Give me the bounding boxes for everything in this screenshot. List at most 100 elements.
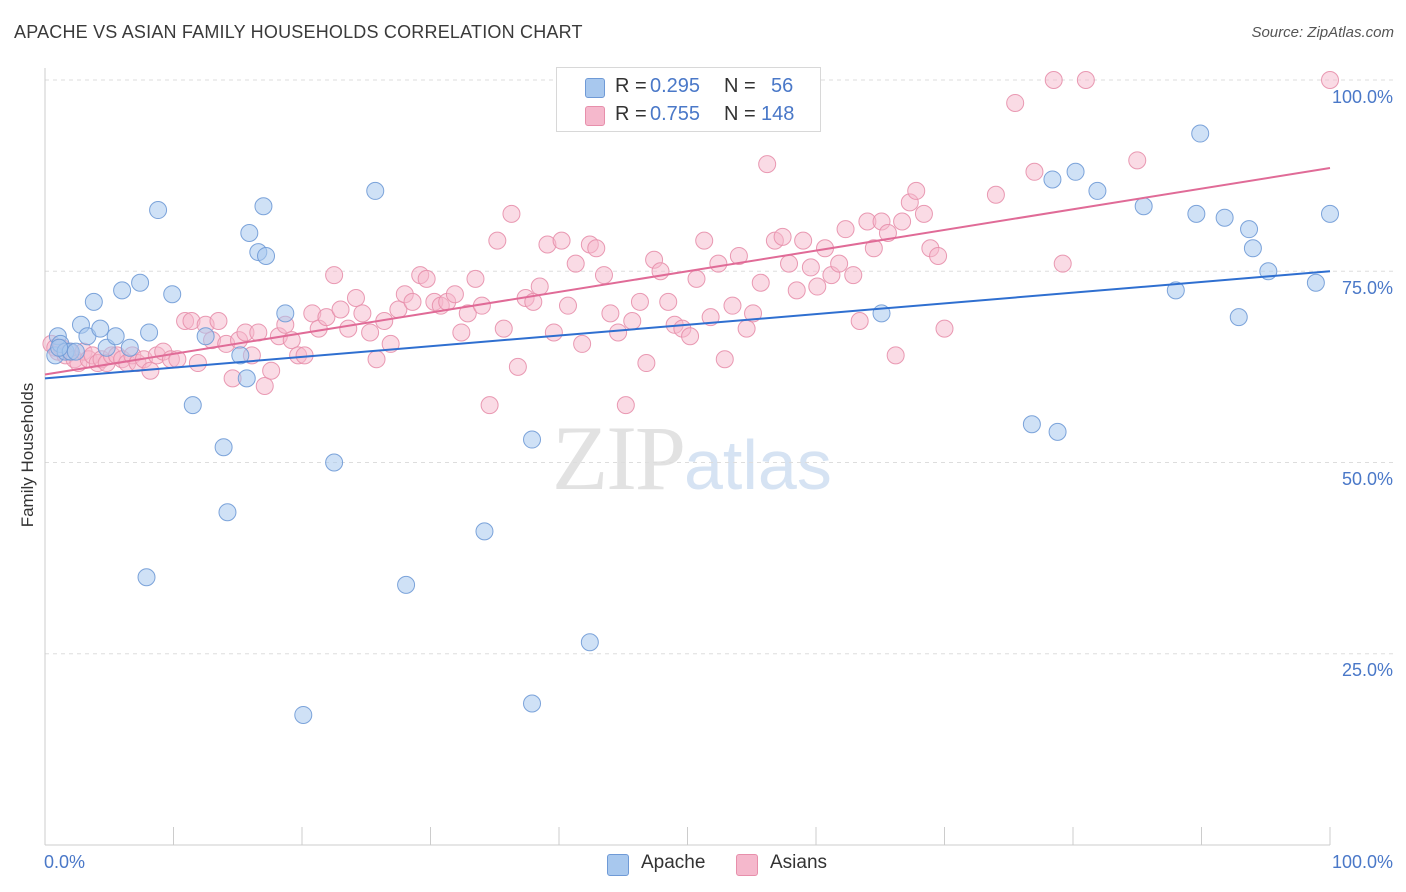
apache-point (1166, 281, 1185, 300)
apache-point (237, 369, 256, 388)
asians-point (573, 334, 592, 353)
asians-point (325, 266, 344, 285)
watermark-atlas: atlas (684, 426, 832, 504)
trend-lines (44, 166, 1331, 380)
apache-point (276, 304, 295, 323)
legend-n-value: 56 (771, 75, 794, 97)
asians-point (552, 231, 571, 250)
asians-point (403, 292, 422, 311)
asians-point (594, 266, 613, 285)
apache-trend-line (44, 270, 1331, 380)
apache-point (1306, 273, 1325, 292)
asians-point (836, 220, 855, 239)
asians-point (893, 212, 912, 231)
apache-point (1048, 422, 1067, 441)
asians-point (1006, 93, 1025, 112)
asians-point (262, 361, 281, 380)
asians-point (794, 231, 813, 250)
y-tick-label: 100.0% (1331, 87, 1393, 107)
asians-point (361, 323, 380, 342)
asians-point (695, 231, 714, 250)
apache-point (1229, 308, 1248, 327)
asians-point (751, 273, 770, 292)
apache-point (106, 327, 125, 346)
apache-point (131, 273, 150, 292)
asians-point (737, 319, 756, 338)
asians-point (687, 269, 706, 288)
asians-point (502, 204, 521, 223)
asians-point (508, 357, 527, 376)
asians-point (787, 281, 806, 300)
apache-point (137, 568, 156, 587)
apache-point (214, 438, 233, 457)
asians-point (1128, 151, 1147, 170)
legend-n-value: 148 (761, 103, 795, 125)
asians-point (681, 327, 700, 346)
asians-point (480, 396, 499, 415)
y-axis-label: Family Households (18, 382, 37, 528)
asians-point (255, 377, 274, 395)
asians-point (914, 204, 933, 223)
apache-point (1243, 239, 1262, 258)
chart-title: APACHE VS ASIAN FAMILY HOUSEHOLDS CORREL… (14, 22, 583, 42)
legend-n-label: N = (724, 75, 756, 97)
asians-point (929, 246, 948, 265)
asians-point (844, 266, 863, 285)
apache-swatch (585, 78, 605, 98)
apache-point (1043, 170, 1062, 189)
legend-r-value: 0.755 (650, 103, 701, 125)
asians-point (729, 246, 748, 265)
apache-point (1088, 181, 1107, 200)
apache-point (240, 224, 259, 242)
apache-point (163, 285, 182, 304)
watermark: ZIPatlas (552, 405, 832, 511)
asians-swatch (585, 106, 605, 126)
apache-point (149, 201, 168, 220)
apache-point (1321, 204, 1339, 223)
asians-point (458, 304, 477, 323)
asians-point (616, 396, 635, 415)
asians-point (452, 323, 471, 342)
asians-point (773, 227, 792, 246)
asians-point (381, 334, 400, 353)
apache-point (91, 319, 110, 338)
legend-row-apache: R = 0.295 N = 56 (557, 73, 820, 101)
asians-point (986, 185, 1005, 204)
asians-point (744, 304, 763, 323)
asians-point (188, 354, 207, 373)
apache-point (113, 281, 132, 300)
apache-point (325, 453, 344, 472)
gridlines (45, 79, 1395, 655)
asians-point (339, 319, 358, 338)
asians-point (623, 311, 642, 330)
apache-point (523, 694, 542, 713)
asians-trend-line (44, 166, 1331, 376)
asians-point (209, 311, 228, 330)
asians-point (494, 319, 513, 338)
asians-point (587, 239, 606, 258)
apache-point (580, 633, 599, 652)
y-tick-label: 25.0% (1341, 660, 1393, 680)
asians-point (466, 269, 485, 288)
asians-point (558, 296, 577, 315)
asians-point (801, 258, 820, 277)
x-tick-label-min: 0.0% (44, 852, 86, 872)
correlation-legend: R = 0.295 N = 56 R = 0.755 N = 148 (556, 67, 821, 132)
asians-point (1025, 162, 1044, 181)
asians-point (637, 354, 656, 373)
asians-point (830, 254, 849, 273)
asians-point (1044, 71, 1063, 89)
apache-point (1187, 204, 1206, 223)
asians-point (317, 308, 336, 327)
asians-point (630, 292, 649, 311)
asians-point (346, 289, 365, 308)
legend-row-asians: R = 0.755 N = 148 (557, 101, 820, 129)
asians-point (878, 224, 897, 242)
apache-point (66, 342, 85, 361)
asians-swatch (736, 854, 758, 876)
apache-point (1134, 197, 1153, 216)
x-tick-label-max: 100.0% (1331, 852, 1393, 872)
asians-point (886, 346, 905, 365)
asians-point (1321, 71, 1339, 89)
